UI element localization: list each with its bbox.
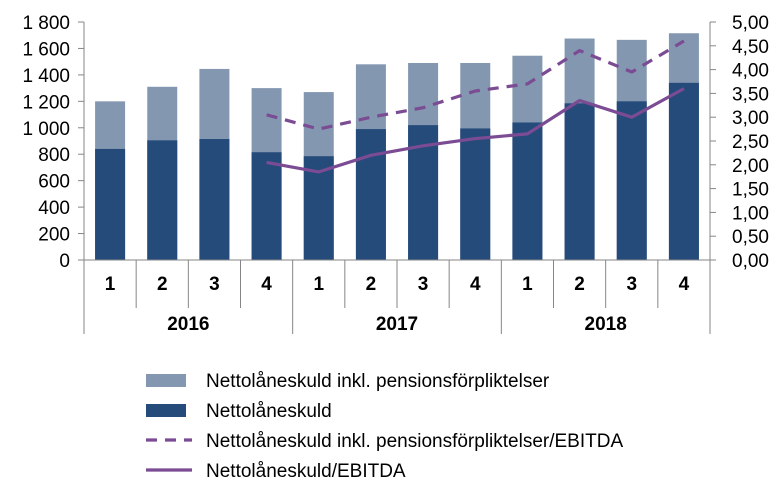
category-label: 4 bbox=[470, 274, 481, 295]
group-label: 2018 bbox=[585, 314, 627, 335]
category-label: 1 bbox=[105, 274, 116, 295]
right-axis-tick-label: 0,00 bbox=[732, 251, 769, 272]
legend-label: Nettolåneskuld inkl. pensionsförpliktels… bbox=[206, 371, 550, 392]
bar-nettolaneskuld bbox=[616, 101, 647, 260]
right-axis-tick-label: 3,00 bbox=[732, 108, 769, 129]
bar-nettolaneskuld bbox=[355, 129, 386, 260]
bar-nettolaneskuld bbox=[251, 152, 282, 260]
right-axis-tick-label: 5,00 bbox=[732, 13, 769, 34]
legend-label: Nettolåneskuld bbox=[206, 401, 332, 422]
legend-label: Nettolåneskuld inkl. pensionsförpliktels… bbox=[206, 431, 623, 452]
left-axis-tick-label: 0 bbox=[59, 251, 70, 272]
right-axis-tick-label: 2,50 bbox=[732, 132, 769, 153]
line-nettolaneskuld-inkl-pension-ebitda bbox=[266, 39, 685, 131]
category-label: 3 bbox=[418, 274, 429, 295]
category-label: 2 bbox=[574, 274, 585, 295]
category-label: 2 bbox=[366, 274, 377, 295]
bar-nettolaneskuld bbox=[564, 103, 595, 260]
left-axis-tick-label: 200 bbox=[38, 225, 70, 246]
bar-nettolaneskuld bbox=[303, 156, 334, 260]
bar-nettolaneskuld bbox=[147, 140, 178, 260]
bar-nettolaneskuld bbox=[460, 128, 491, 260]
left-axis-tick-label: 400 bbox=[38, 198, 70, 219]
left-axis-tick-label: 1 200 bbox=[22, 92, 70, 113]
right-axis-tick-label: 2,00 bbox=[732, 156, 769, 177]
group-label: 2016 bbox=[167, 314, 209, 335]
category-label: 2 bbox=[157, 274, 168, 295]
right-axis-tick-label: 0,50 bbox=[732, 227, 769, 248]
category-label: 4 bbox=[261, 274, 272, 295]
bar-nettolaneskuld bbox=[199, 139, 230, 260]
right-axis-tick-label: 4,50 bbox=[732, 37, 769, 58]
right-axis-tick-label: 4,00 bbox=[732, 61, 769, 82]
right-axis-tick-label: 1,50 bbox=[732, 180, 769, 201]
category-label: 3 bbox=[209, 274, 220, 295]
category-label: 1 bbox=[313, 274, 324, 295]
bar-nettolaneskuld bbox=[95, 148, 126, 260]
category-label: 3 bbox=[626, 274, 637, 295]
right-axis-tick-label: 1,00 bbox=[732, 203, 769, 224]
left-axis-tick-label: 600 bbox=[38, 172, 70, 193]
legend-swatch bbox=[146, 374, 186, 387]
left-axis-tick-label: 1 000 bbox=[22, 119, 70, 140]
bar-nettolaneskuld bbox=[668, 82, 699, 260]
left-axis-tick-label: 1 400 bbox=[22, 66, 70, 87]
legend-swatch bbox=[146, 404, 186, 417]
line-nettolaneskuld-ebitda bbox=[266, 87, 685, 174]
left-axis-tick-label: 800 bbox=[38, 145, 70, 166]
left-axis-tick-label: 1 600 bbox=[22, 39, 70, 60]
group-label: 2017 bbox=[376, 314, 418, 335]
right-axis-tick-label: 3,50 bbox=[732, 84, 769, 105]
category-label: 1 bbox=[522, 274, 533, 295]
bar-nettolaneskuld bbox=[512, 122, 543, 260]
left-axis-tick-label: 1 800 bbox=[22, 13, 70, 34]
legend-label: Nettolåneskuld/EBITDA bbox=[206, 461, 406, 482]
category-label: 4 bbox=[679, 274, 690, 295]
